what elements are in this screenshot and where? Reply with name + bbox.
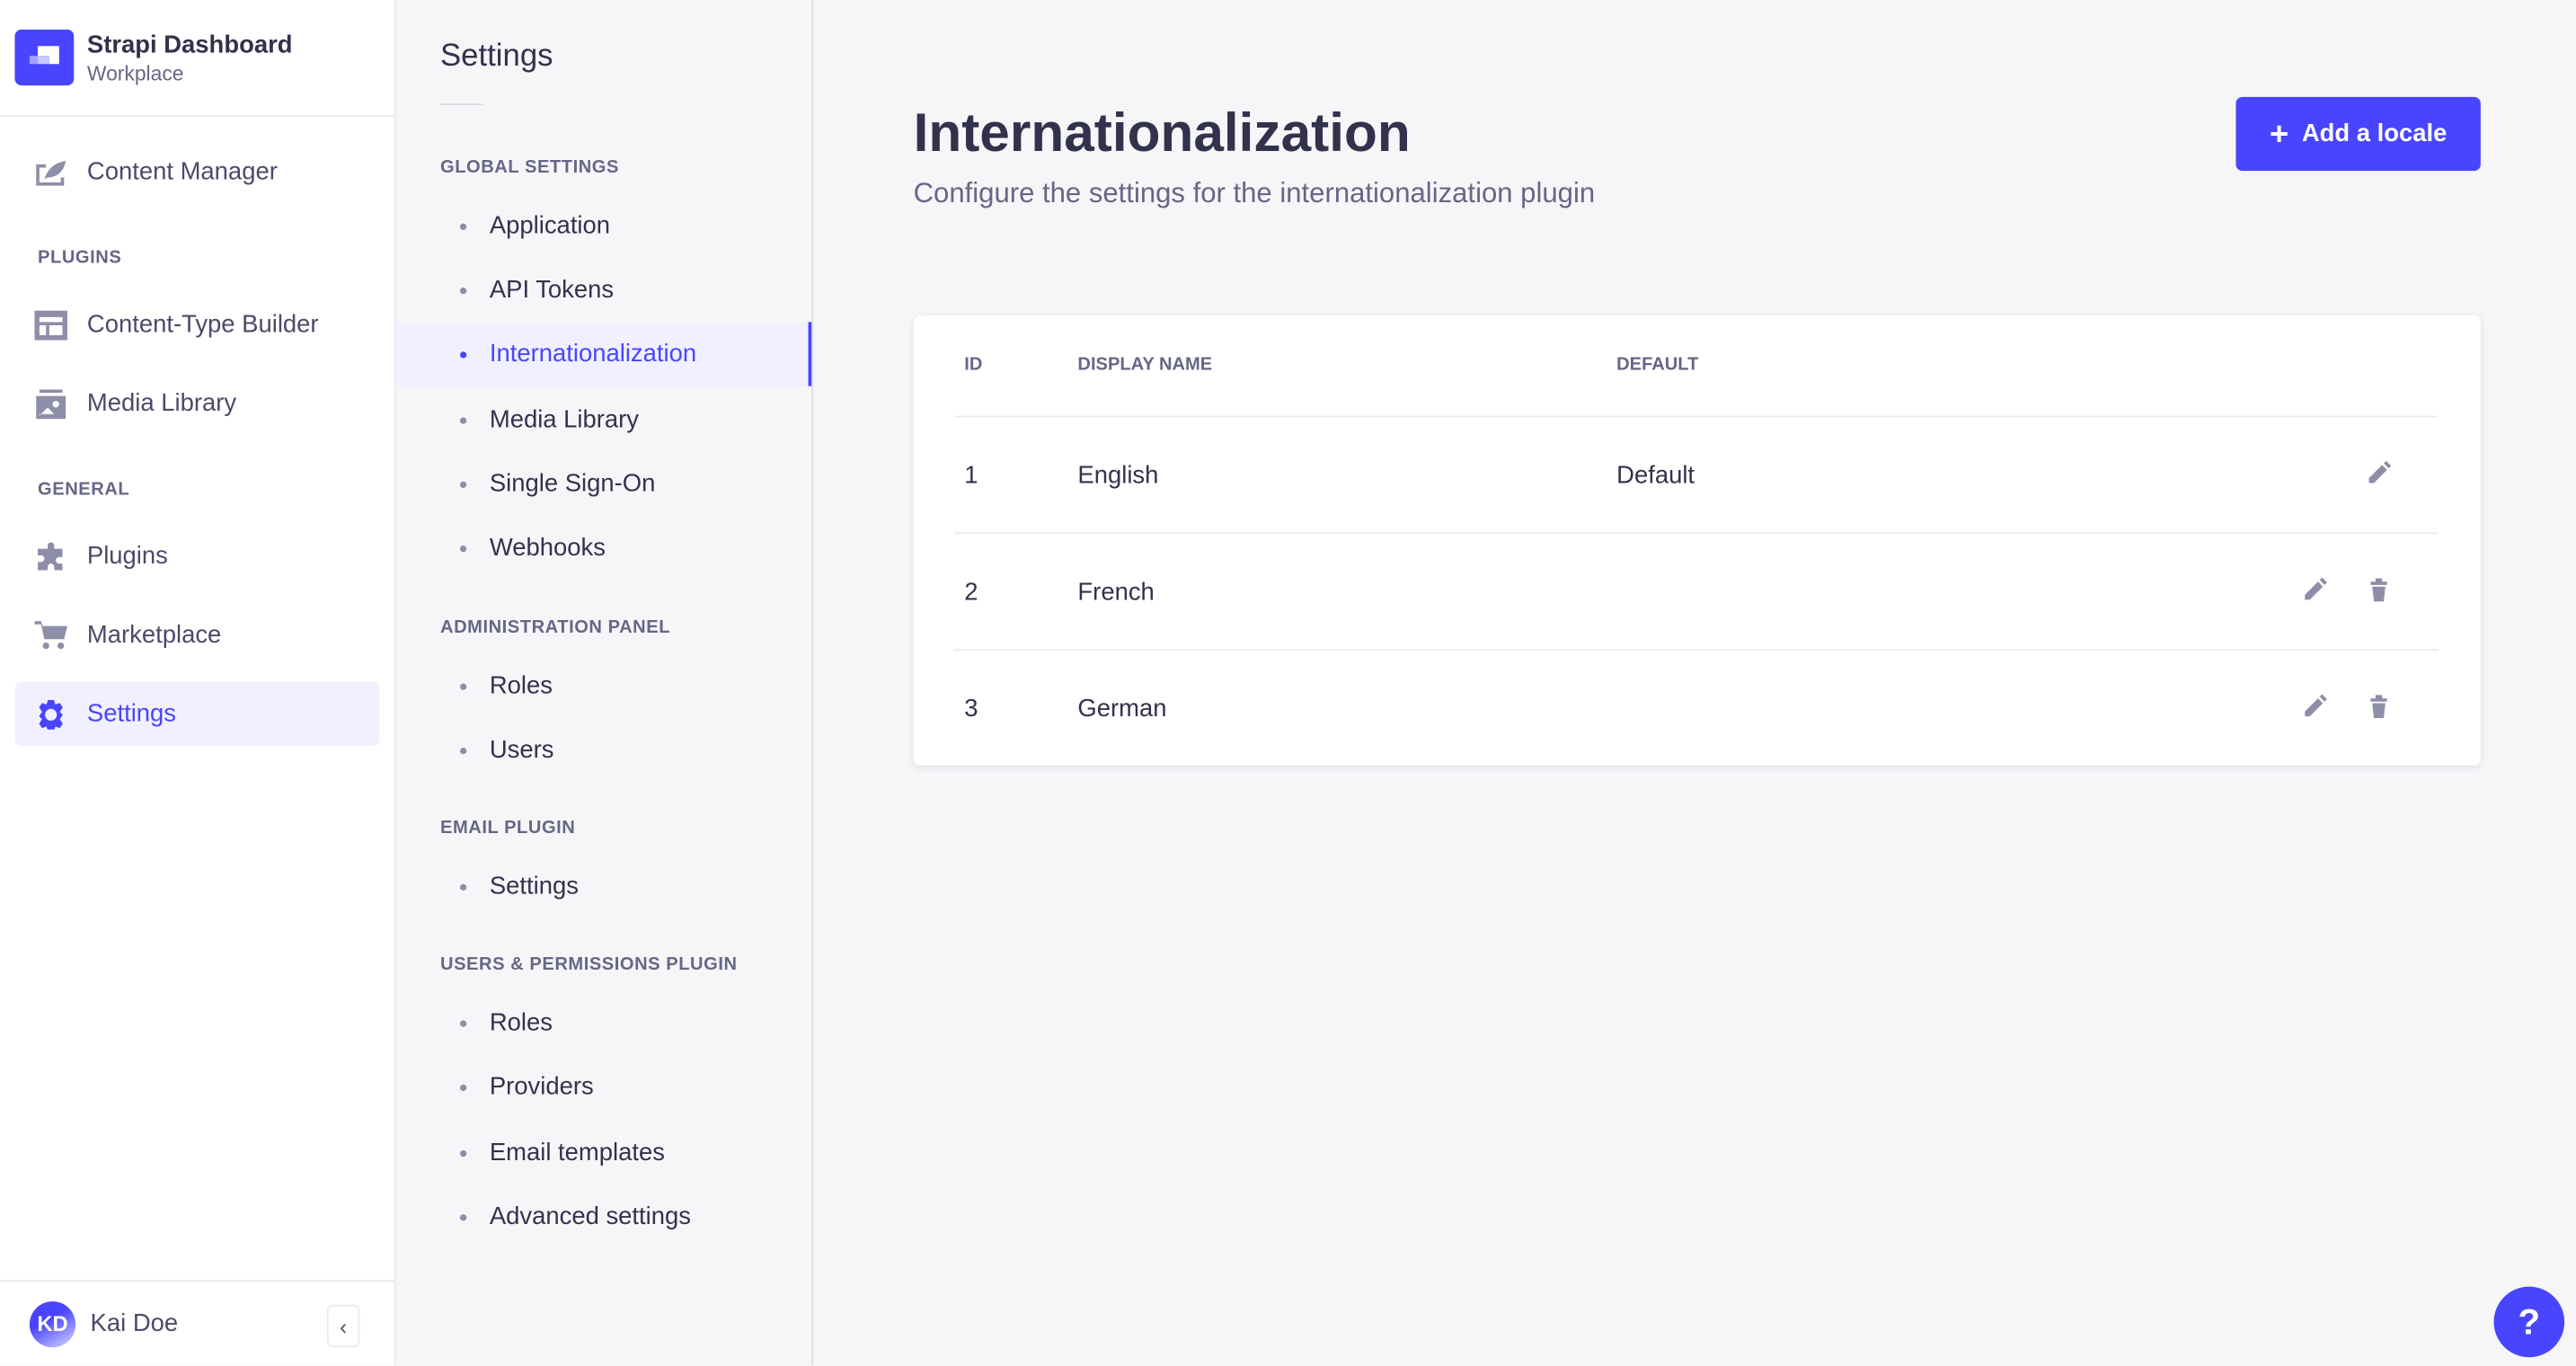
item-label: Settings [489,872,579,900]
cart-icon [34,620,67,649]
nav-marketplace[interactable]: Marketplace [14,603,379,667]
cell-name: English [1077,461,1159,490]
feather-icon [36,160,66,185]
avatar[interactable]: KD [29,1300,76,1347]
item-label: Single Sign-On [489,469,656,499]
nav-content-manager[interactable]: Content Manager [14,139,379,203]
header-display-name: DISPLAY NAME [1077,354,1213,375]
item-label: Webhooks [489,534,606,563]
cell-name: French [1077,578,1155,607]
nav-label: Content-Type Builder [86,310,319,339]
cell-id: 2 [964,578,978,607]
layout-icon [34,309,67,340]
divider [440,103,483,106]
settings-item-admin-roles[interactable]: Roles [396,654,812,718]
user-footer: KD Kai Doe ‹ [0,1280,394,1365]
nav-label: Marketplace [86,621,222,650]
section-admin-panel: ADMINISTRATION PANEL [440,617,671,638]
header-default: DEFAULT [1616,354,1699,375]
nav-media-library[interactable]: Media Library [14,371,379,435]
strapi-logo-icon [14,29,75,86]
cell-default: Default [1616,461,1695,490]
section-users-permissions: USERS & PERMISSIONS PLUGIN [440,954,738,975]
nav-content-type-builder[interactable]: Content-Type Builder [14,292,379,356]
settings-item-admin-users[interactable]: Users [396,718,812,782]
section-email-plugin: EMAIL PLUGIN [440,818,576,838]
item-label: Providers [489,1072,594,1102]
settings-nav: Settings GLOBAL SETTINGS Application API… [395,0,814,1366]
settings-item-application[interactable]: Application [396,194,812,258]
edit-pencil-icon[interactable] [2366,460,2392,486]
nav-settings[interactable]: Settings [14,681,380,747]
item-label: Users [489,736,554,765]
nav-label: Content Manager [86,157,278,186]
settings-title: Settings [440,39,553,75]
brand: Strapi Dashboard Workplace [0,0,394,117]
item-label: Email templates [489,1139,665,1167]
page-title: Internationalization [913,102,1411,164]
chevron-left-icon: ‹ [340,1313,348,1339]
trash-icon[interactable] [2366,577,2392,603]
brand-title: Strapi Dashboard [86,30,293,58]
page-subtitle: Configure the settings for the internati… [913,177,1596,209]
cell-id: 1 [964,461,978,490]
item-label: Roles [489,671,553,700]
item-label: Roles [489,1008,553,1037]
settings-item-up-roles[interactable]: Roles [396,991,812,1055]
help-button[interactable]: ? [2493,1286,2565,1358]
user-name[interactable]: Kai Doe [90,1309,179,1338]
item-label: Media Library [489,405,640,434]
item-label: Internationalization [489,340,697,368]
settings-item-email-settings[interactable]: Settings [396,855,812,918]
settings-item-internationalization[interactable]: Internationalization [395,322,812,386]
collapse-nav-button[interactable]: ‹ [326,1304,360,1348]
nav-section-general: GENERAL [38,479,130,500]
settings-item-webhooks[interactable]: Webhooks [396,516,812,580]
nav-label: Media Library [86,389,237,418]
edit-pencil-icon[interactable] [2302,577,2328,603]
puzzle-icon [38,541,63,570]
settings-item-advanced-settings[interactable]: Advanced settings [396,1184,812,1248]
button-label: Add a locale [2301,120,2448,148]
trash-icon[interactable] [2366,694,2392,720]
main-content: Internationalization Configure the setti… [813,0,2576,1365]
nav-label: Plugins [86,542,168,571]
add-locale-button[interactable]: + Add a locale [2235,96,2481,172]
item-label: Application [489,211,611,240]
header-id: ID [964,354,983,375]
main-nav: Strapi Dashboard Workplace Content Manag… [0,0,396,1366]
nav-plugins[interactable]: Plugins [14,524,379,588]
cell-name: German [1077,695,1167,723]
image-icon [36,388,66,419]
nav-label: Settings [86,699,177,728]
edit-pencil-icon[interactable] [2302,694,2328,720]
item-label: Advanced settings [489,1202,691,1231]
settings-item-providers[interactable]: Providers [396,1055,812,1119]
brand-subtitle: Workplace [86,61,184,85]
gear-icon [39,698,63,729]
settings-item-api-tokens[interactable]: API Tokens [396,258,812,322]
settings-item-sso[interactable]: Single Sign-On [396,452,812,516]
cell-id: 3 [964,695,978,723]
locales-table: ID DISPLAY NAME DEFAULT 1 English Defaul… [913,315,2481,767]
section-global-settings: GLOBAL SETTINGS [440,157,619,178]
item-label: API Tokens [489,276,615,305]
nav-section-plugins: PLUGINS [38,248,122,269]
settings-item-media-library[interactable]: Media Library [396,388,812,452]
plus-icon: + [2269,115,2289,153]
table-row: 1 English Default [954,415,2439,533]
table-row: 3 German [954,649,2439,766]
table-row: 2 French [954,532,2439,649]
settings-item-email-templates[interactable]: Email templates [396,1121,812,1184]
